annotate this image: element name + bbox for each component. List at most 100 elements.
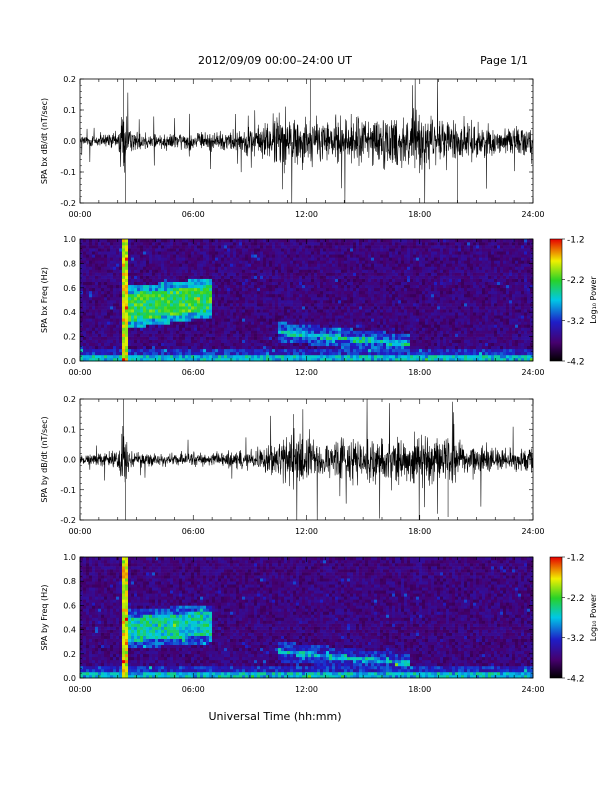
spectrogram-cell xyxy=(95,248,99,252)
spectrogram-cell xyxy=(377,278,381,282)
spectrogram-cell xyxy=(299,260,303,264)
spectrogram-cell xyxy=(365,300,369,304)
spectrogram-cell xyxy=(338,281,342,286)
spectrogram-cell xyxy=(206,287,210,292)
spectrogram-cell xyxy=(128,339,132,343)
spectrogram-cell xyxy=(179,303,183,307)
spectrogram-cell xyxy=(386,354,390,359)
spectrogram-cell xyxy=(191,300,195,304)
spectrogram-cell xyxy=(200,266,204,270)
spectrogram-cell xyxy=(152,272,156,276)
spectrogram-cell xyxy=(407,263,411,267)
spectrogram-cell xyxy=(281,275,285,279)
spectrogram-cell xyxy=(131,266,135,270)
spectrogram-cell xyxy=(398,296,402,301)
spectrogram-cell xyxy=(116,327,120,331)
spectrogram-cell xyxy=(200,357,204,362)
spectrogram-cell xyxy=(218,309,222,313)
spectrogram-cell xyxy=(86,318,90,322)
spectrogram-cell xyxy=(218,327,222,331)
spectrogram-cell xyxy=(308,357,312,362)
spectrogram-cell xyxy=(422,260,426,264)
spectrogram-cell xyxy=(188,296,192,301)
spectrogram-cell xyxy=(203,281,207,286)
spectrogram-cell xyxy=(179,354,183,359)
spectrogram-cell xyxy=(428,318,432,322)
spectrogram-cell xyxy=(284,260,288,264)
spectrogram-cell xyxy=(407,330,411,334)
spectrogram-cell xyxy=(293,254,297,258)
spectrogram-cell xyxy=(140,275,144,279)
spectrogram-cell xyxy=(425,351,429,356)
spectrogram-cell xyxy=(338,278,342,282)
spectrogram-cell xyxy=(227,278,231,282)
spectrogram-cell xyxy=(98,281,102,286)
spectrogram-cell xyxy=(392,336,396,340)
spectrogram-cell xyxy=(245,354,249,359)
spectrogram-cell xyxy=(152,260,156,264)
spectrogram-cell xyxy=(92,318,96,322)
spectrogram-cell xyxy=(122,290,126,295)
spectrogram-cell xyxy=(182,333,186,337)
spectrogram-cell xyxy=(131,239,135,243)
spectrogram-cell xyxy=(431,333,435,337)
spectrogram-cell xyxy=(230,309,234,313)
spectrogram-cell xyxy=(215,239,219,243)
spectrogram-cell xyxy=(167,321,171,325)
spectrogram-cell xyxy=(281,269,285,273)
spectrogram-cell xyxy=(191,290,195,295)
spectrogram-cell xyxy=(434,315,438,319)
spectrogram-cell xyxy=(230,257,234,261)
spectrogram-cell xyxy=(269,269,273,273)
spectrogram-cell xyxy=(326,327,330,331)
spectrogram-cell xyxy=(98,284,102,289)
spectrogram-cell xyxy=(347,242,351,246)
spectrogram-cell xyxy=(182,321,186,325)
spectrogram-cell xyxy=(404,309,408,313)
spectrogram-cell xyxy=(227,303,231,307)
spectrogram-cell xyxy=(323,281,327,286)
spectrogram-cell xyxy=(185,281,189,286)
spectrogram-cell xyxy=(206,242,210,246)
spectrogram-cell xyxy=(443,269,447,273)
spectrogram-cell xyxy=(431,336,435,340)
spectrogram-cell xyxy=(392,348,396,353)
spectrogram-cell xyxy=(260,324,264,328)
spectrogram-cell xyxy=(362,284,366,289)
spectrogram-cell xyxy=(392,287,396,292)
spectrogram-cell xyxy=(233,312,237,316)
spectrogram-cell xyxy=(122,245,126,249)
spectrogram-cell xyxy=(350,333,354,337)
spectrogram-cell xyxy=(224,324,228,328)
spectrogram-cell xyxy=(380,330,384,334)
spectrogram-cell xyxy=(149,263,153,267)
spectrogram-cell xyxy=(404,348,408,353)
spectrogram-cell xyxy=(281,309,285,313)
spectrogram-cell xyxy=(95,321,99,325)
spectrogram-cell xyxy=(167,269,171,273)
spectrogram-cell xyxy=(266,348,270,353)
spectrogram-cell xyxy=(107,278,111,282)
spectrogram-cell xyxy=(137,272,141,276)
spectrogram-cell xyxy=(203,272,207,276)
spectrogram-cell xyxy=(305,263,309,267)
spectrogram-cell xyxy=(98,287,102,292)
spectrogram-cell xyxy=(182,239,186,243)
spectrogram-cell xyxy=(209,354,213,359)
spectrogram-cell xyxy=(194,284,198,289)
spectrogram-cell xyxy=(434,306,438,310)
spectrogram-cell xyxy=(404,260,408,264)
spectrogram-cell xyxy=(113,318,117,322)
spectrogram-cell xyxy=(149,260,153,264)
spectrogram-cell xyxy=(371,300,375,304)
spectrogram-cell xyxy=(131,330,135,334)
spectrogram-cell xyxy=(185,312,189,316)
spectrogram-cell xyxy=(380,303,384,307)
spectrogram-cell xyxy=(407,300,411,304)
spectrogram-cell xyxy=(329,330,333,334)
spectrogram-cell xyxy=(107,327,111,331)
spectrogram-cell xyxy=(371,342,375,347)
spectrogram-cell xyxy=(98,315,102,319)
spectrogram-cell xyxy=(350,303,354,307)
spectrogram-cell xyxy=(395,281,399,286)
